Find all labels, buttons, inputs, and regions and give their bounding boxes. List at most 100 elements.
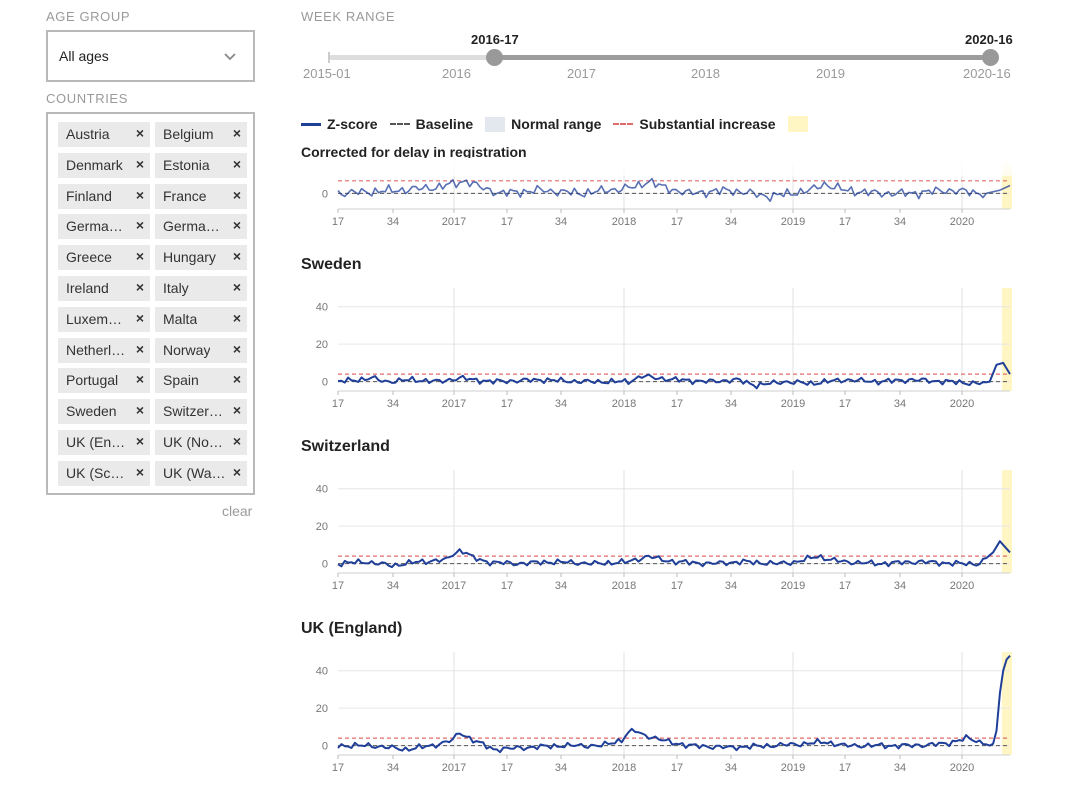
y-tick-label: 40 (316, 484, 328, 496)
x-tick-label: 34 (725, 216, 737, 228)
country-chip-label: Malta (163, 310, 198, 327)
legend-normal-range: Normal range (485, 116, 601, 132)
country-chip[interactable]: Ireland × (58, 276, 150, 301)
country-chip[interactable]: Finland × (58, 183, 150, 209)
country-chip[interactable]: Denmark × (58, 152, 150, 178)
substantial-dash-swatch (613, 123, 634, 125)
country-chip[interactable]: Netherl… × (58, 337, 150, 363)
week-range-slider[interactable]: 2016-17 2020-16 2015-01 2016 2017 2018 2… (301, 30, 1031, 90)
x-tick-label: 2017 (442, 762, 466, 774)
remove-chip-icon[interactable]: × (232, 186, 241, 203)
remove-chip-icon[interactable]: × (135, 248, 144, 265)
baseline-dash-swatch (389, 123, 410, 125)
country-chip[interactable]: Switzer… × (155, 399, 247, 425)
x-tick-label: 2020 (950, 398, 974, 410)
remove-chip-icon[interactable]: × (135, 463, 144, 480)
remove-chip-icon[interactable]: × (232, 248, 241, 265)
remove-chip-icon[interactable]: × (232, 402, 241, 419)
countries-label: COUNTRIES (46, 91, 128, 106)
country-chip[interactable]: Greece × (58, 245, 150, 271)
country-chip[interactable]: UK (Wa… × (155, 460, 247, 486)
slider-tick: 2017 (567, 66, 596, 81)
remove-chip-icon[interactable]: × (232, 371, 241, 388)
slider-start-cap (328, 52, 330, 63)
x-tick-label: 2017 (442, 580, 466, 592)
country-chip[interactable]: UK (Sc… × (58, 460, 150, 486)
country-chip-label: UK (Sc… (66, 464, 125, 481)
country-chip-label: UK (Wa… (163, 464, 226, 481)
country-chip[interactable]: UK (En… × (58, 430, 150, 455)
slider-selected-range (494, 55, 991, 60)
sweden-zscore-chart: 0 20 40 17 34 2017 17 34 2018 17 34 2019 17 34 2020 (316, 288, 1012, 410)
slider-tick: 2020-16 (963, 66, 1011, 81)
country-chip[interactable]: UK (No… × (155, 430, 247, 455)
remove-chip-icon[interactable]: × (232, 279, 241, 295)
legend-zscore: Z-score (301, 116, 378, 132)
country-chip-label: Italy (163, 280, 189, 296)
x-tick-label: 34 (555, 762, 567, 774)
remove-chip-icon[interactable]: × (232, 309, 241, 326)
country-chip[interactable]: Belgium × (155, 122, 247, 147)
remove-chip-icon[interactable]: × (135, 217, 144, 234)
country-chip[interactable]: Germa… × (155, 214, 247, 240)
country-chip[interactable]: France × (155, 183, 247, 209)
country-chip-label: Denmark (66, 156, 123, 173)
remove-chip-icon[interactable]: × (232, 217, 241, 234)
remove-chip-icon[interactable]: × (135, 125, 144, 141)
remove-chip-icon[interactable]: × (135, 433, 144, 449)
remove-chip-icon[interactable]: × (135, 371, 144, 388)
remove-chip-icon[interactable]: × (232, 155, 241, 172)
country-chip-label: Luxem… (66, 310, 123, 327)
country-chip-label: Belgium (163, 126, 214, 142)
remove-chip-icon[interactable]: × (135, 340, 144, 357)
x-tick-label: 2020 (950, 580, 974, 592)
remove-chip-icon[interactable]: × (135, 309, 144, 326)
remove-chip-icon[interactable]: × (135, 279, 144, 295)
x-tick-label: 17 (839, 762, 851, 774)
country-chip[interactable]: Estonia × (155, 152, 247, 178)
country-chip[interactable]: Portugal × (58, 368, 150, 394)
remove-chip-icon[interactable]: × (232, 463, 241, 480)
x-tick-label: 17 (501, 762, 513, 774)
country-chip-label: Germa… (66, 218, 123, 235)
pooled-zscore-chart: 0 17 34 2017 17 34 2018 17 34 2019 17 34 2020 (322, 162, 1012, 228)
slider-start-value: 2016-17 (471, 32, 519, 47)
y-tick-label: 40 (316, 302, 328, 314)
slider-end-value: 2020-16 (965, 32, 1013, 47)
clear-button[interactable]: clear (222, 503, 253, 519)
remove-chip-icon[interactable]: × (232, 340, 241, 357)
remove-chip-icon[interactable]: × (232, 125, 241, 141)
country-chip[interactable]: Sweden × (58, 399, 150, 425)
remove-chip-icon[interactable]: × (232, 433, 241, 449)
country-chip[interactable]: Spain × (155, 368, 247, 394)
x-tick-label: 2018 (612, 398, 636, 410)
slider-end-handle[interactable] (982, 49, 999, 66)
country-chip[interactable]: Norway × (155, 337, 247, 363)
remove-chip-icon[interactable]: × (135, 402, 144, 419)
x-tick-label: 17 (501, 398, 513, 410)
y-tick-label: 20 (316, 339, 328, 351)
x-tick-label: 17 (501, 216, 513, 228)
x-tick-label: 34 (725, 580, 737, 592)
country-chip[interactable]: Luxem… × (58, 306, 150, 332)
country-chip-label: Spain (163, 372, 199, 389)
remove-chip-icon[interactable]: × (135, 155, 144, 172)
x-tick-label: 34 (555, 580, 567, 592)
highlight-band (1002, 652, 1012, 755)
age-group-select[interactable]: All ages (46, 30, 255, 82)
country-chip-label: Portugal (66, 372, 119, 389)
x-tick-label: 17 (671, 216, 683, 228)
country-chip[interactable]: Hungary × (155, 245, 247, 271)
uk-england-zscore-chart: 0 20 40 17 34 2017 17 34 2018 17 34 2019 17 34 2020 (316, 652, 1012, 774)
x-tick-label: 17 (671, 398, 683, 410)
country-chip[interactable]: Italy × (155, 276, 247, 301)
country-chip[interactable]: Malta × (155, 306, 247, 332)
remove-chip-icon[interactable]: × (135, 186, 144, 203)
x-tick-label: 17 (332, 398, 344, 410)
countries-multiselect[interactable]: Austria × Belgium × Denmark × Estonia × Finland ×… (46, 112, 255, 495)
country-chip-label: France (163, 187, 207, 204)
slider-start-handle[interactable] (486, 49, 503, 66)
chart-legend: Z-score Baseline Normal range Substantia… (301, 114, 826, 134)
country-chip[interactable]: Germa… × (58, 214, 150, 240)
country-chip[interactable]: Austria × (58, 122, 150, 147)
